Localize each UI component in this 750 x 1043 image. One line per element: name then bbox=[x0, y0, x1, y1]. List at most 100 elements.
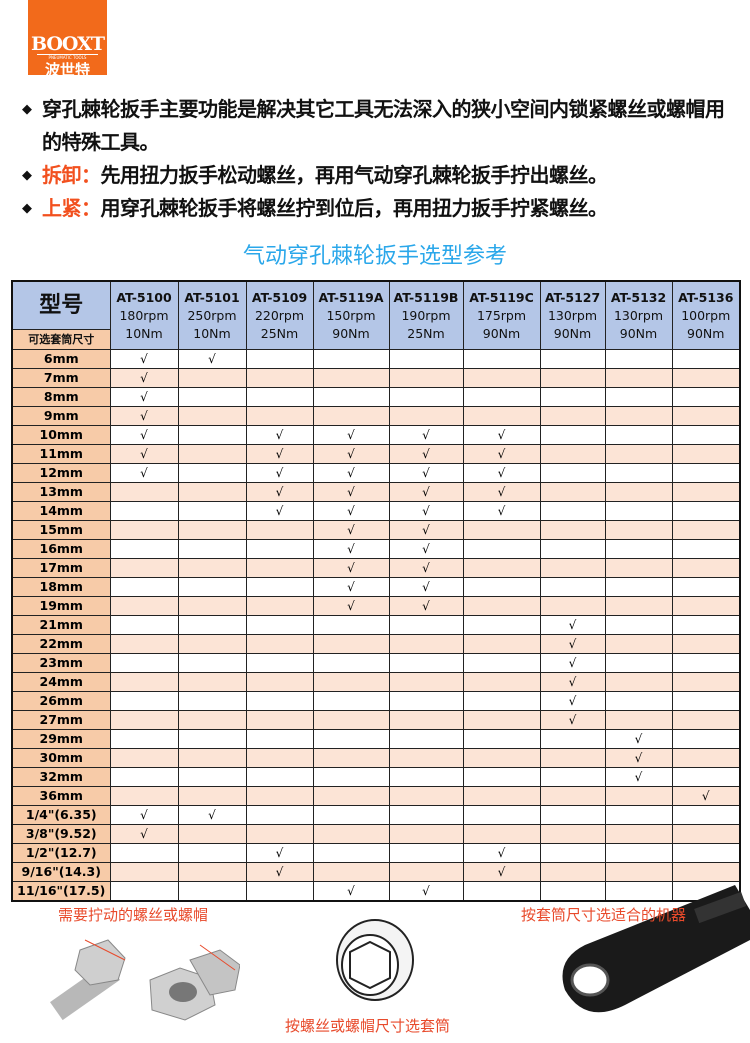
compat-cell bbox=[312, 690, 390, 711]
table-title: 气动穿孔棘轮扳手选型参考 bbox=[242, 244, 507, 269]
compat-cell bbox=[388, 728, 464, 749]
compat-cell bbox=[245, 804, 314, 825]
compat-cell bbox=[245, 386, 314, 407]
compat-cell bbox=[539, 728, 606, 749]
compat-cell bbox=[388, 671, 464, 692]
compat-cell bbox=[312, 728, 390, 749]
compat-cell bbox=[245, 405, 314, 426]
check-mark: √ bbox=[275, 503, 284, 518]
model-name: AT-5132 bbox=[610, 289, 667, 305]
table-row: 30mm √ bbox=[11, 747, 741, 768]
machine-caption: 按套筒尺寸选适合的机器 bbox=[521, 906, 687, 924]
table-row: 3/8"(9.52) √ bbox=[11, 823, 741, 844]
compat-cell bbox=[312, 633, 390, 654]
model-column-header: AT-5136 100rpm 90Nm bbox=[671, 280, 741, 350]
compat-cell bbox=[109, 690, 179, 711]
compat-cell bbox=[388, 348, 464, 369]
check-mark: √ bbox=[140, 465, 148, 480]
compat-cell bbox=[462, 785, 541, 806]
bolt-caption: 需要拧动的螺丝或螺帽 bbox=[58, 906, 209, 924]
model-torque: 25Nm bbox=[407, 325, 445, 341]
socket-size: 1/4"(6.35) bbox=[11, 804, 111, 825]
compat-cell bbox=[177, 709, 247, 730]
model-torque: 25Nm bbox=[260, 325, 299, 341]
compat-cell: √ bbox=[539, 652, 606, 673]
compat-cell bbox=[604, 386, 673, 407]
socket-size: 16mm bbox=[11, 538, 111, 559]
check-mark: √ bbox=[347, 427, 355, 442]
model-torque: 90Nm bbox=[332, 325, 370, 341]
compat-cell bbox=[462, 386, 541, 407]
compat-cell bbox=[388, 747, 464, 768]
bolt-and-nut-image bbox=[50, 939, 240, 1021]
compat-cell bbox=[539, 861, 606, 882]
table-row: 23mm √ bbox=[11, 652, 741, 673]
compat-cell bbox=[671, 519, 741, 540]
compat-cell: √ bbox=[388, 481, 464, 502]
model-name: AT-5109 bbox=[251, 289, 308, 305]
compat-cell bbox=[312, 652, 390, 673]
compat-cell bbox=[388, 614, 464, 635]
compat-cell bbox=[388, 405, 464, 426]
compat-cell bbox=[604, 367, 673, 388]
compat-cell bbox=[109, 880, 179, 901]
compat-cell bbox=[539, 462, 606, 483]
compat-cell bbox=[539, 557, 606, 578]
check-mark: √ bbox=[140, 427, 148, 442]
compat-cell: √ bbox=[312, 443, 390, 464]
model-speed: 175rpm bbox=[476, 307, 527, 323]
compat-cell bbox=[177, 500, 247, 521]
compat-cell bbox=[539, 481, 606, 502]
compat-cell: √ bbox=[245, 424, 314, 445]
compat-cell: √ bbox=[109, 348, 179, 369]
socket-size: 23mm bbox=[11, 652, 111, 673]
check-mark: √ bbox=[347, 598, 355, 613]
compat-cell bbox=[177, 861, 247, 882]
bullet-remove: ◆ 拆卸：先用扭力扳手松动螺丝，再用气动穿孔棘轮扳手拧出螺丝。 bbox=[20, 159, 740, 192]
compat-cell: √ bbox=[312, 500, 390, 521]
compat-cell: √ bbox=[388, 557, 464, 578]
compat-cell bbox=[671, 443, 741, 464]
check-mark: √ bbox=[275, 845, 284, 860]
compat-cell bbox=[245, 728, 314, 749]
compat-cell bbox=[462, 538, 541, 559]
compat-cell: √ bbox=[462, 500, 541, 521]
compat-cell bbox=[671, 367, 741, 388]
table-row: 7mm √ bbox=[11, 367, 741, 388]
remove-label: 拆卸： bbox=[42, 163, 101, 187]
model-name: AT-5119B bbox=[393, 289, 459, 305]
compat-cell bbox=[312, 405, 390, 426]
compat-cell: √ bbox=[388, 443, 464, 464]
check-mark: √ bbox=[422, 522, 430, 537]
socket-image bbox=[336, 919, 414, 1001]
compat-cell bbox=[539, 348, 606, 369]
model-speed: 100rpm bbox=[681, 307, 731, 323]
compat-cell bbox=[177, 671, 247, 692]
compat-cell bbox=[604, 690, 673, 711]
compat-cell bbox=[177, 443, 247, 464]
compat-cell: √ bbox=[312, 595, 390, 616]
compat-cell bbox=[671, 405, 741, 426]
compat-cell bbox=[109, 842, 179, 863]
compat-cell bbox=[177, 576, 247, 597]
check-mark: √ bbox=[568, 636, 577, 651]
compat-cell bbox=[462, 804, 541, 825]
compat-cell bbox=[604, 576, 673, 597]
compat-cell bbox=[109, 671, 179, 692]
model-column-header: AT-5132 130rpm 90Nm bbox=[604, 280, 673, 350]
compat-cell bbox=[245, 880, 314, 901]
compat-cell bbox=[539, 500, 606, 521]
model-speed: 220rpm bbox=[254, 307, 305, 323]
diamond-bullet-icon: ◆ bbox=[22, 102, 32, 117]
table-row: 11/16"(17.5) √ √ bbox=[11, 880, 741, 901]
compat-cell bbox=[604, 538, 673, 559]
compat-cell: √ bbox=[109, 386, 179, 407]
compat-cell bbox=[388, 823, 464, 844]
compat-cell bbox=[109, 709, 179, 730]
compat-cell bbox=[312, 861, 390, 882]
check-mark: √ bbox=[634, 750, 643, 765]
check-mark: √ bbox=[208, 351, 216, 366]
check-mark: √ bbox=[568, 674, 577, 689]
compat-cell bbox=[109, 747, 179, 768]
compat-cell bbox=[388, 842, 464, 863]
